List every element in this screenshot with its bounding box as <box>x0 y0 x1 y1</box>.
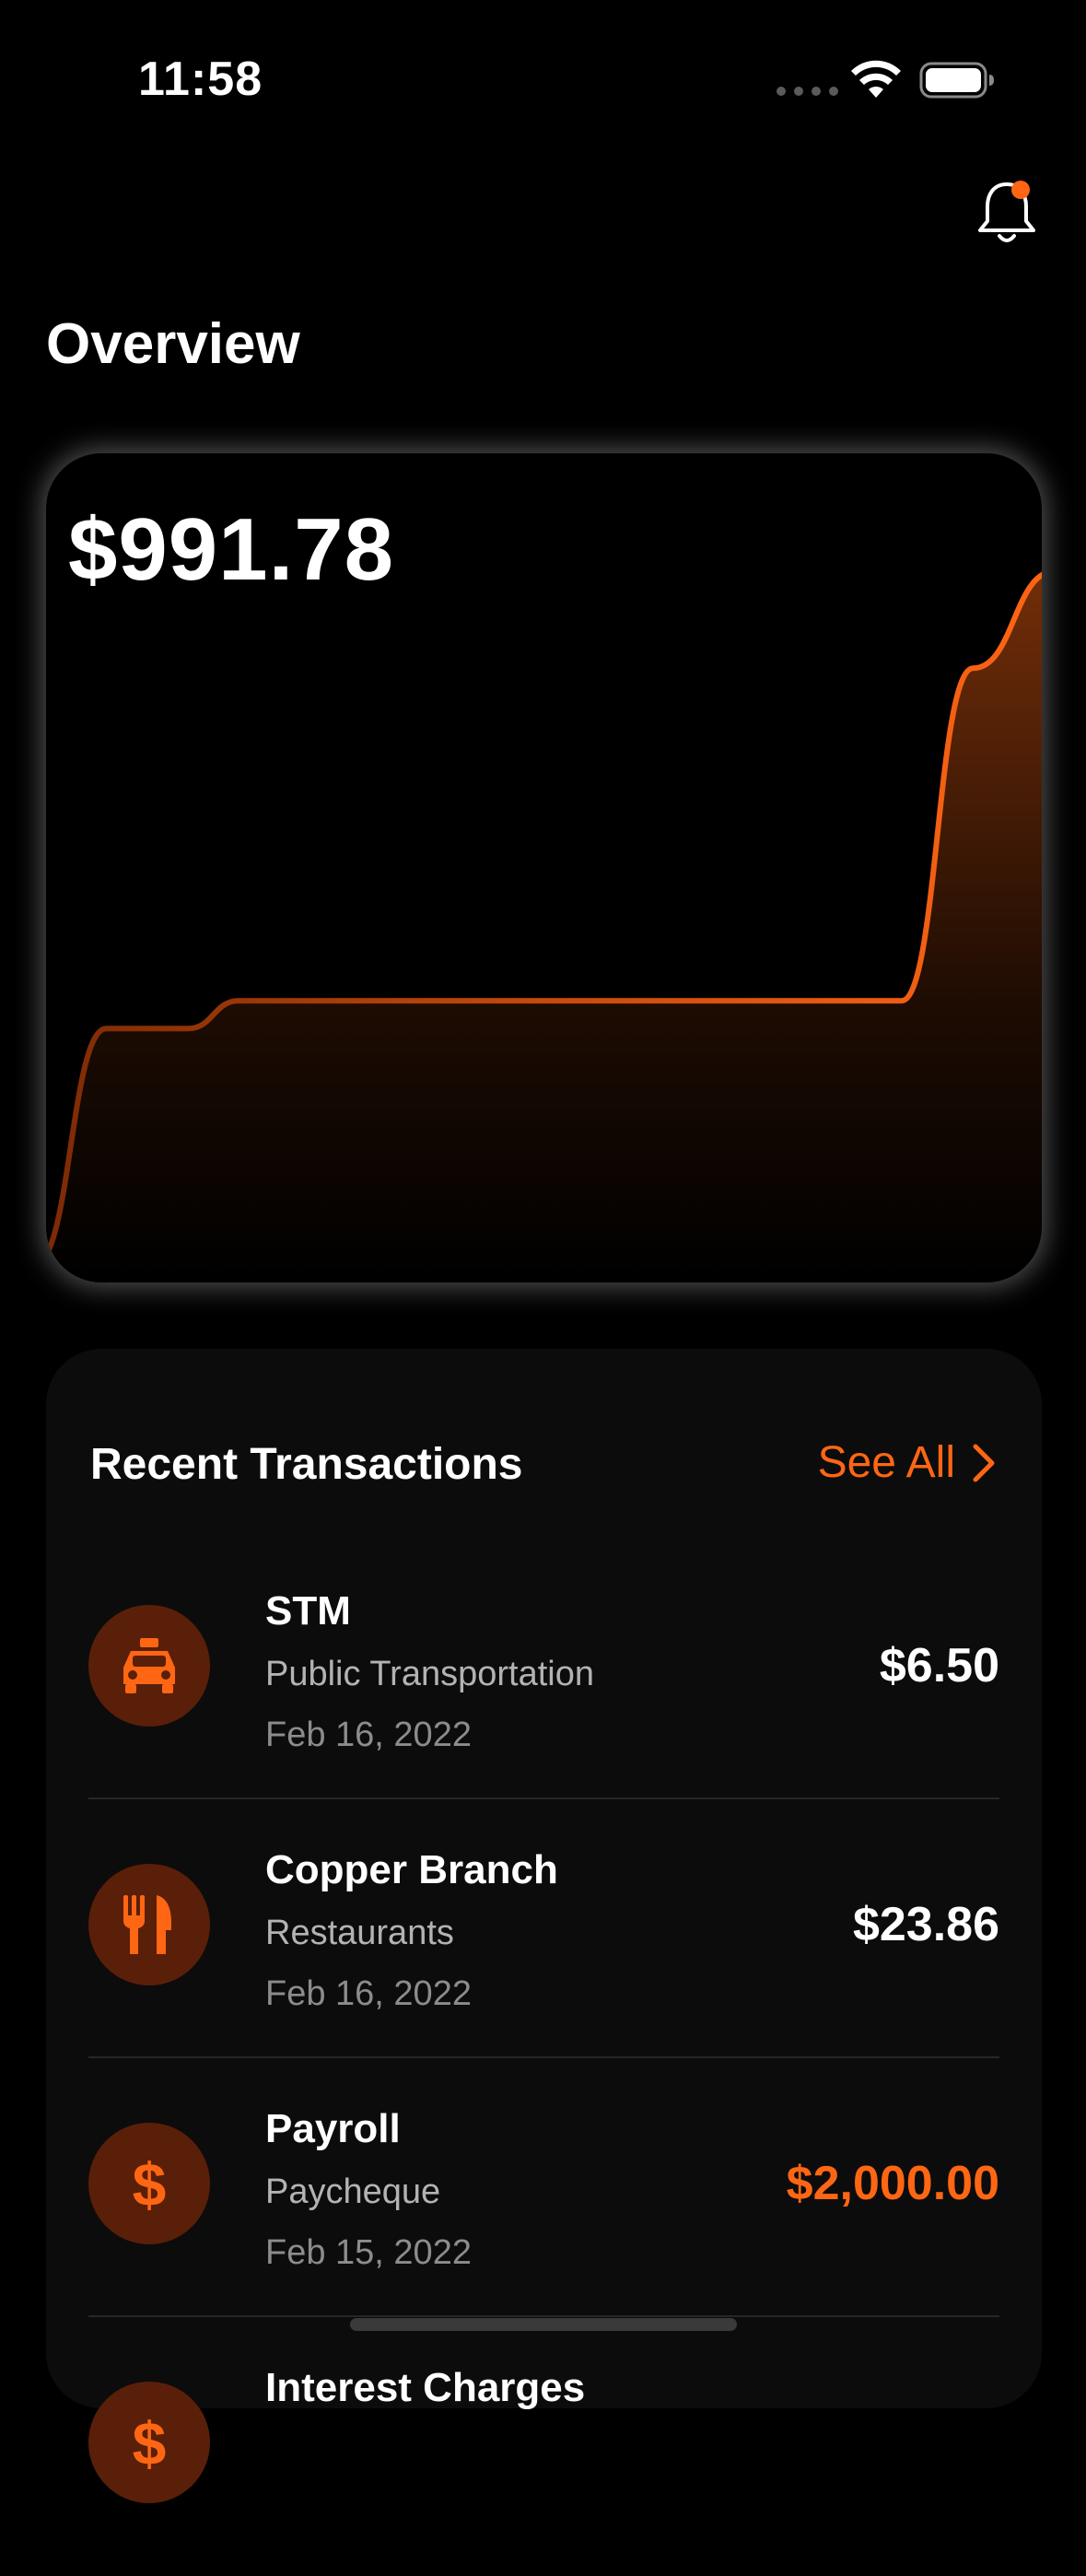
transaction-name: STM <box>265 1588 351 1633</box>
transaction-name: Copper Branch <box>265 1847 558 1892</box>
svg-text:$: $ <box>133 2409 167 2477</box>
transaction-amount: $2,000.00 <box>786 2157 999 2210</box>
chart-series-line <box>46 571 1042 1260</box>
battery-icon <box>919 62 994 99</box>
transaction-date: Feb 16, 2022 <box>265 1974 472 2013</box>
see-all-button[interactable]: See All <box>818 1437 996 1488</box>
recent-transactions-card: Recent Transactions See All STM Public <box>46 1349 1042 2503</box>
transaction-row[interactable]: STM Public Transportation Feb 16, 2022 $… <box>88 1540 999 1799</box>
dollar-icon: $ <box>88 2123 210 2244</box>
transaction-list: STM Public Transportation Feb 16, 2022 $… <box>88 1540 999 2576</box>
bell-icon <box>978 181 1035 242</box>
transaction-category: Restaurants <box>265 1914 454 1952</box>
transaction-amount: $6.50 <box>879 1639 999 1692</box>
taxi-icon <box>88 1605 210 1727</box>
home-indicator <box>350 2318 737 2331</box>
svg-text:$: $ <box>133 2150 167 2219</box>
transaction-category: Paycheque <box>265 2172 441 2211</box>
see-all-label: See All <box>817 1438 955 1487</box>
chevron-right-icon <box>973 1444 995 1481</box>
transaction-date: Feb 16, 2022 <box>265 1715 472 1754</box>
cellular-signal-icon <box>777 87 838 96</box>
notifications-button[interactable] <box>973 175 1041 249</box>
page-title: Overview <box>46 312 300 376</box>
transaction-date: Feb 15, 2022 <box>265 2233 472 2272</box>
balance-amount: $991.78 <box>68 500 395 599</box>
chart-area-fill <box>46 575 1042 1282</box>
section-title: Recent Transactions <box>90 1440 523 1489</box>
balance-chart <box>46 571 1042 1282</box>
status-time: 11:58 <box>138 53 263 106</box>
transaction-name: Payroll <box>265 2106 401 2151</box>
transaction-row[interactable]: Copper Branch Restaurants Feb 16, 2022 $… <box>88 1799 999 2058</box>
transaction-row[interactable]: $ Interest Charges <box>88 2317 999 2576</box>
fork-knife-icon <box>88 1864 210 1985</box>
transaction-name: Interest Charges <box>265 2365 586 2410</box>
transaction-row[interactable]: $ Payroll Paycheque Feb 15, 2022 $2,000.… <box>88 2058 999 2317</box>
transaction-amount: $23.86 <box>852 1898 999 1951</box>
wifi-icon <box>851 60 901 98</box>
status-bar: 11:58 <box>0 0 1086 147</box>
notification-badge <box>1011 181 1030 199</box>
balance-chart-card[interactable]: $991.78 <box>46 453 1042 1282</box>
dollar-icon: $ <box>88 2382 210 2503</box>
transaction-category: Public Transportation <box>265 1655 594 1693</box>
